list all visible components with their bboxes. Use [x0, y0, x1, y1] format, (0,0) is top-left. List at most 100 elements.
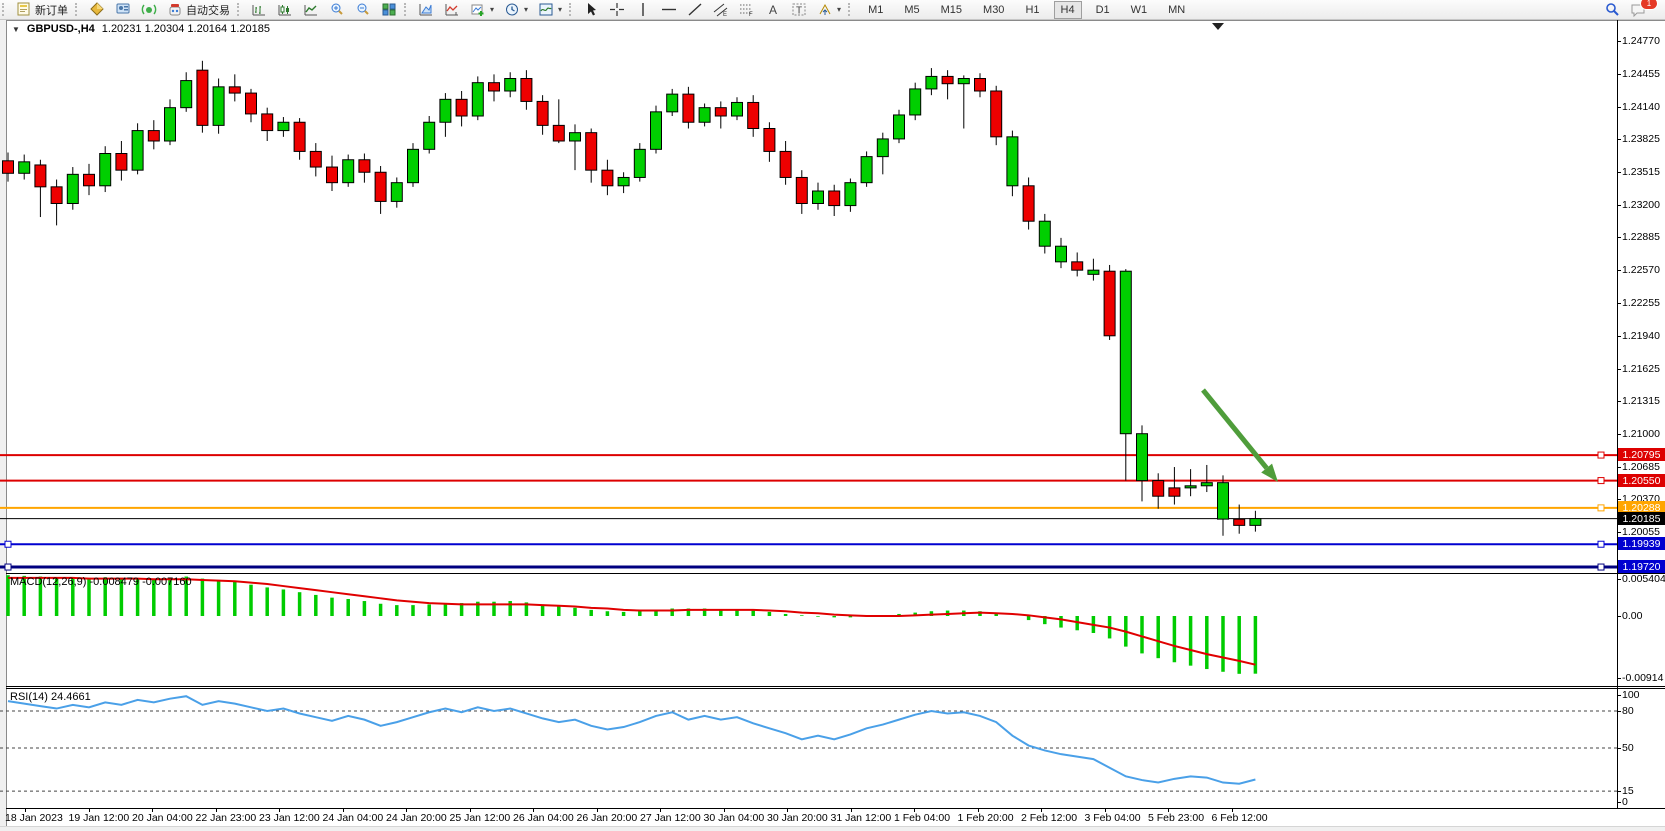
chart-bars-button[interactable] [246, 0, 272, 19]
line-handle[interactable] [4, 563, 12, 571]
channel-tool-button[interactable]: E [708, 0, 734, 19]
candle-body [876, 138, 889, 158]
macd-signal-line [8, 576, 1256, 666]
candle-body [1217, 482, 1229, 520]
text-tool-button[interactable]: A [760, 0, 786, 19]
axis-tick-label: 1.21315 [1622, 395, 1660, 407]
rsi-label: RSI(14) 24.4661 [10, 691, 91, 703]
autotrading-button[interactable]: 自动交易 [162, 0, 235, 19]
price-tag: 1.20185 [1618, 512, 1665, 525]
candle-body [633, 148, 646, 178]
vertical-line-tool-button[interactable] [630, 0, 656, 19]
add-indicator-button[interactable]: ▾ [465, 0, 499, 19]
svg-text:T: T [796, 6, 802, 17]
time-axis-label: 27 Jan 12:00 [640, 812, 701, 824]
chart-line-button[interactable] [298, 0, 324, 19]
time-axis-tick [1041, 809, 1042, 812]
zoom-in-button[interactable] [324, 0, 350, 19]
cursor-tool-button[interactable] [578, 0, 604, 19]
candle-body [277, 121, 290, 132]
chart-shift-marker[interactable] [1212, 23, 1224, 30]
timeframe-h4[interactable]: H4 [1053, 0, 1082, 19]
line-handle[interactable] [1597, 563, 1605, 571]
candle-body [698, 107, 711, 123]
axis-tick-label: 0 [1622, 796, 1628, 808]
candle-body [828, 190, 841, 207]
horizontal-line-tool-button[interactable] [656, 0, 682, 19]
axis-tick [1617, 499, 1621, 500]
trendline-tool-button[interactable] [682, 0, 708, 19]
candle-body [50, 186, 63, 204]
candle-body [1119, 270, 1132, 435]
timeframe-m15[interactable]: M15 [940, 3, 963, 16]
terminal-button[interactable] [110, 0, 136, 19]
line-handle[interactable] [1597, 477, 1605, 485]
timeframe-m1[interactable]: M1 [868, 3, 884, 16]
signals-button[interactable] [136, 0, 162, 19]
time-axis-label: 6 Feb 12:00 [1211, 812, 1268, 824]
svg-text:F: F [749, 12, 753, 17]
cursor-icon [588, 3, 597, 16]
time-axis-label: 19 Jan 12:00 [68, 812, 130, 824]
terminal-icon [116, 3, 130, 14]
line-handle[interactable] [1597, 451, 1605, 459]
timeframe-h1[interactable]: H1 [1025, 3, 1040, 16]
axis-tick-label: 1.22255 [1622, 297, 1660, 309]
zoom-out-button[interactable] [350, 0, 376, 19]
new-order-button[interactable]: 新订单 [11, 0, 73, 19]
chat-button[interactable]: 1 [1625, 0, 1658, 19]
time-axis-label: 24 Jan 20:00 [386, 812, 447, 824]
macd-pane[interactable] [0, 574, 1617, 686]
candle-body [245, 92, 257, 115]
chart-candles-button[interactable] [272, 0, 298, 19]
status-strip [0, 826, 1665, 831]
timeframe-m30[interactable]: M30 [983, 3, 1005, 16]
candle-body [131, 130, 144, 171]
line-handle[interactable] [1597, 504, 1605, 512]
chart-background[interactable] [6, 20, 1665, 827]
data-window-button[interactable] [413, 0, 439, 19]
time-axis-tick [533, 809, 534, 812]
trend-arrow[interactable] [1201, 388, 1269, 470]
arrows-tool-button[interactable]: ▾ [812, 0, 846, 19]
label-tool-button[interactable]: T [786, 0, 812, 19]
line-handle[interactable] [1597, 540, 1605, 548]
templates-button[interactable]: ▾ [533, 0, 567, 19]
timeframe-d1[interactable]: D1 [1095, 3, 1110, 16]
crosshair-tool-button[interactable] [604, 0, 630, 19]
tile-windows-button[interactable] [376, 0, 402, 19]
candle-body [601, 169, 614, 187]
periods-button[interactable]: ▾ [499, 0, 533, 19]
fibonacci-tool-button[interactable]: F [734, 0, 760, 19]
timeframe-m5[interactable]: M5 [904, 3, 920, 16]
axis-tick [1617, 532, 1621, 533]
candle-body [779, 150, 792, 178]
timeframe-mn[interactable]: MN [1168, 3, 1186, 16]
candle-body [228, 86, 241, 94]
price-pane[interactable] [0, 20, 1617, 573]
time-axis-tick [1104, 809, 1106, 812]
rsi-pane[interactable] [0, 688, 1617, 808]
axis-tick-label: 0.00 [1622, 610, 1643, 622]
indicator-window-button[interactable] [439, 0, 465, 19]
axis-tick-label: 15 [1622, 785, 1634, 797]
one-click-trading-toggle[interactable]: ▼ [12, 24, 20, 34]
pane-separator [6, 688, 1665, 689]
candle-body [164, 107, 176, 142]
tile-windows-icon [382, 3, 396, 16]
pane-separator[interactable] [6, 686, 1665, 687]
time-axis-tick [914, 809, 915, 812]
toolbar-grip[interactable] [2, 3, 9, 16]
market-watch-button[interactable] [84, 0, 110, 19]
candle-body [974, 78, 986, 92]
candle-body [1055, 245, 1067, 263]
line-handle[interactable] [4, 540, 12, 548]
axis-tick [1617, 791, 1621, 792]
axis-tick-label: 1.24770 [1622, 35, 1660, 47]
add-indicator-icon [471, 4, 484, 16]
candle-body [309, 150, 322, 168]
timeframe-w1[interactable]: W1 [1130, 3, 1148, 16]
search-button[interactable] [1599, 0, 1625, 19]
pane-separator[interactable] [6, 573, 1665, 574]
candle-body [1200, 482, 1213, 487]
